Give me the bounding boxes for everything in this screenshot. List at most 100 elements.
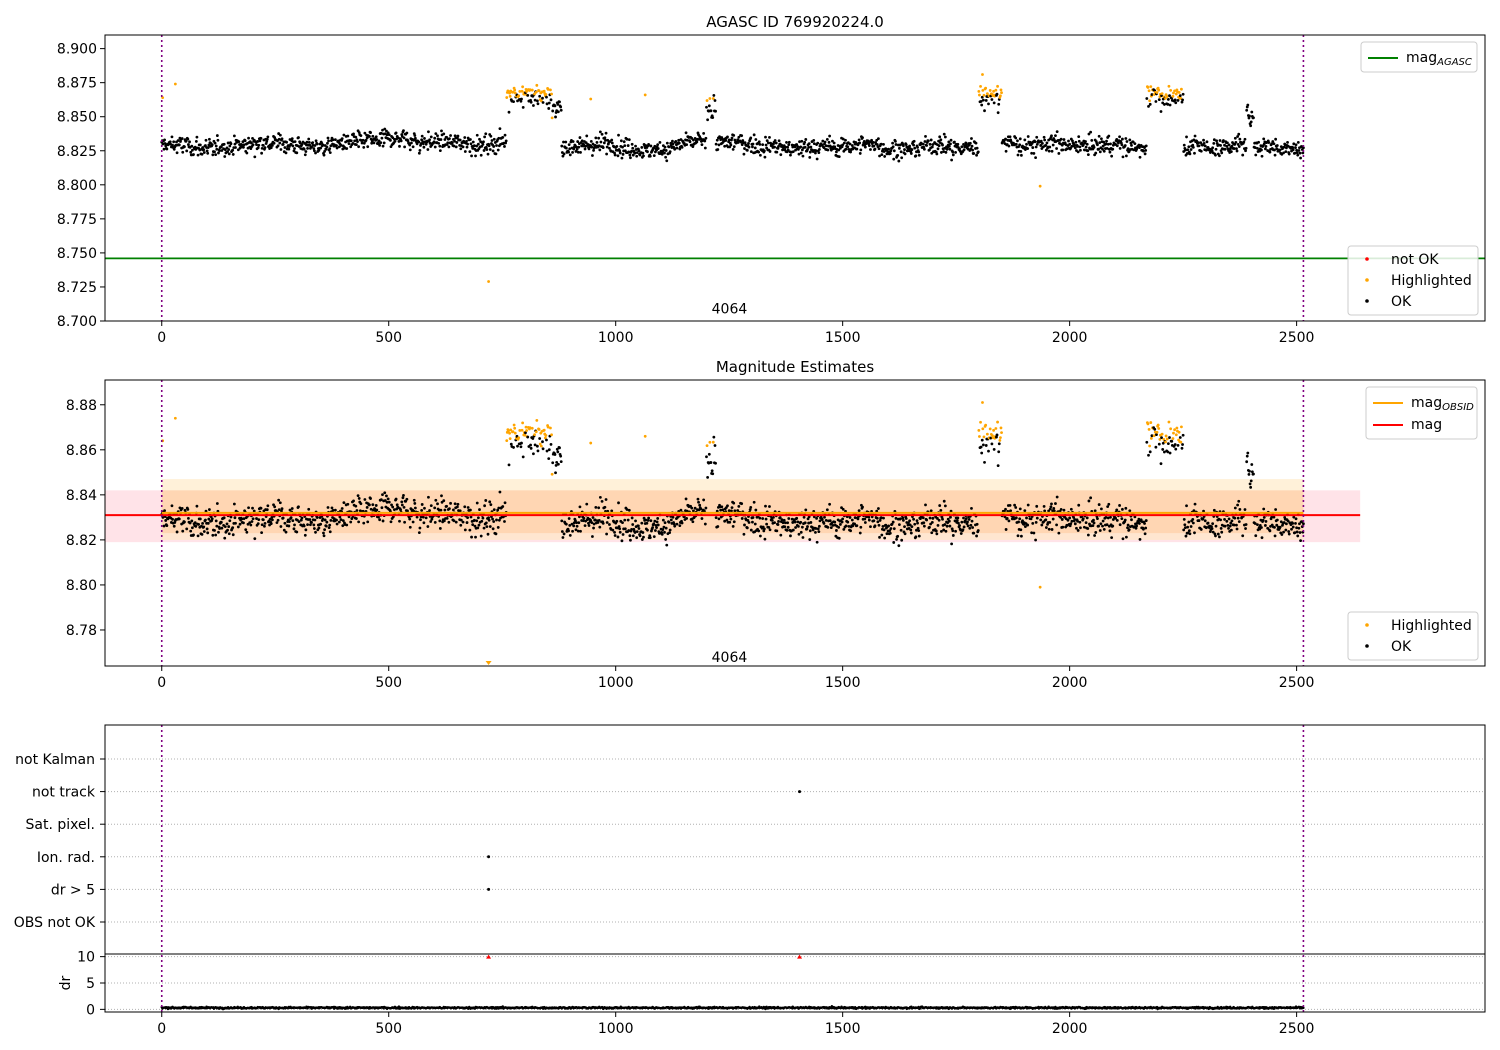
data-point-ok bbox=[433, 145, 437, 149]
data-point-ok bbox=[909, 528, 913, 532]
data-point-ok bbox=[483, 135, 487, 139]
data-point-ok bbox=[177, 517, 181, 521]
data-point-ok bbox=[814, 527, 818, 530]
data-point-ok bbox=[713, 99, 717, 102]
data-point-ok bbox=[1086, 149, 1090, 153]
data-point-ok bbox=[618, 151, 622, 155]
data-point-ok bbox=[931, 143, 935, 146]
data-point-ok bbox=[238, 146, 242, 150]
data-point-ok bbox=[605, 152, 609, 156]
data-point-ok bbox=[1133, 142, 1137, 146]
data-point-ok bbox=[242, 143, 246, 147]
data-point-ok bbox=[1256, 523, 1259, 527]
data-point-highlighted bbox=[999, 88, 1003, 92]
data-point-ok bbox=[956, 142, 960, 146]
data-point-ok bbox=[597, 506, 601, 510]
data-point-ok bbox=[560, 144, 564, 148]
data-point-ok bbox=[361, 138, 365, 142]
data-point-ok bbox=[949, 515, 952, 519]
data-point-ok bbox=[899, 517, 902, 521]
data-point-ok bbox=[333, 138, 337, 142]
data-point-highlighted bbox=[996, 420, 999, 424]
data-point-highlighted bbox=[525, 429, 529, 432]
data-point-ok bbox=[238, 522, 242, 526]
data-point-highlighted bbox=[534, 90, 538, 94]
data-point-ok bbox=[970, 506, 973, 510]
data-point-ok bbox=[253, 537, 257, 541]
data-point-ok bbox=[1199, 528, 1203, 531]
data-point-ok bbox=[875, 143, 879, 146]
data-point-ok bbox=[858, 531, 862, 535]
data-point-ok bbox=[1026, 147, 1030, 151]
data-point-ok bbox=[329, 144, 333, 148]
data-point-ok bbox=[799, 145, 803, 149]
data-point-ok bbox=[1008, 503, 1012, 507]
data-point-ok bbox=[167, 516, 170, 520]
data-point-ok bbox=[966, 524, 970, 528]
data-point-ok bbox=[766, 141, 770, 145]
data-point-ok bbox=[580, 139, 584, 143]
data-point-ok bbox=[568, 524, 572, 527]
data-point-ok bbox=[1026, 503, 1030, 507]
data-point-ok bbox=[924, 503, 927, 507]
data-point-highlighted bbox=[546, 87, 550, 91]
data-point-ok bbox=[895, 538, 898, 541]
data-point-ok bbox=[959, 532, 963, 535]
data-point-ok bbox=[1134, 526, 1138, 530]
data-point-ok bbox=[189, 150, 193, 154]
data-point-ok bbox=[649, 144, 653, 148]
data-point-highlighted bbox=[544, 92, 548, 96]
data-point-ok bbox=[1193, 502, 1197, 506]
data-point-ok bbox=[908, 523, 912, 527]
data-point-ok bbox=[781, 521, 785, 525]
panel-title: AGASC ID 769920224.0 bbox=[706, 13, 884, 31]
data-point-ok bbox=[172, 147, 176, 151]
data-point-ok bbox=[413, 136, 417, 140]
flag-row-label: not Kalman bbox=[15, 752, 95, 768]
data-point-ok bbox=[227, 532, 231, 536]
data-point-ok bbox=[592, 526, 595, 530]
data-point-ok bbox=[717, 517, 721, 521]
data-point-ok bbox=[751, 145, 754, 149]
data-point-ok bbox=[214, 519, 218, 523]
data-point-ok bbox=[630, 149, 633, 153]
data-point-ok bbox=[576, 529, 580, 533]
data-point-ok bbox=[795, 143, 799, 146]
data-point-ok bbox=[1236, 516, 1240, 520]
data-point-ok bbox=[242, 145, 245, 149]
data-point-ok bbox=[1102, 528, 1106, 531]
data-point-highlighted bbox=[512, 423, 516, 427]
data-point-ok bbox=[763, 155, 767, 159]
data-point-ok bbox=[342, 133, 346, 137]
data-point-ok bbox=[960, 145, 964, 149]
data-point-ok bbox=[1244, 527, 1247, 530]
data-point-ok bbox=[972, 531, 976, 535]
data-point-ok bbox=[1144, 144, 1148, 148]
data-point-ok bbox=[671, 142, 675, 146]
data-point-highlighted bbox=[520, 428, 524, 432]
data-point-ok bbox=[677, 141, 681, 145]
data-point-ok bbox=[188, 521, 192, 525]
data-point-ok bbox=[475, 519, 479, 523]
data-point-ok bbox=[545, 95, 548, 99]
data-point-ok bbox=[867, 144, 871, 147]
data-point-ok bbox=[309, 523, 312, 527]
data-point-ok bbox=[1018, 517, 1022, 521]
data-point-ok bbox=[1292, 515, 1296, 519]
data-point-ok bbox=[492, 145, 496, 148]
data-point-ok bbox=[969, 523, 973, 527]
data-point-ok bbox=[1161, 441, 1165, 445]
x-tick-label: 1000 bbox=[598, 675, 634, 691]
data-point-ok bbox=[495, 144, 498, 147]
data-point-ok bbox=[481, 516, 485, 520]
data-point-highlighted bbox=[708, 97, 712, 100]
data-point-ok bbox=[225, 522, 229, 526]
data-point-ok bbox=[974, 141, 978, 145]
data-point-highlighted bbox=[994, 88, 998, 92]
data-point-ok bbox=[591, 154, 594, 157]
data-point-highlighted bbox=[1149, 421, 1153, 424]
data-point-ok bbox=[1086, 527, 1090, 530]
data-point-ok bbox=[791, 528, 795, 532]
data-point-ok bbox=[747, 521, 751, 524]
data-point-ok bbox=[346, 134, 350, 138]
